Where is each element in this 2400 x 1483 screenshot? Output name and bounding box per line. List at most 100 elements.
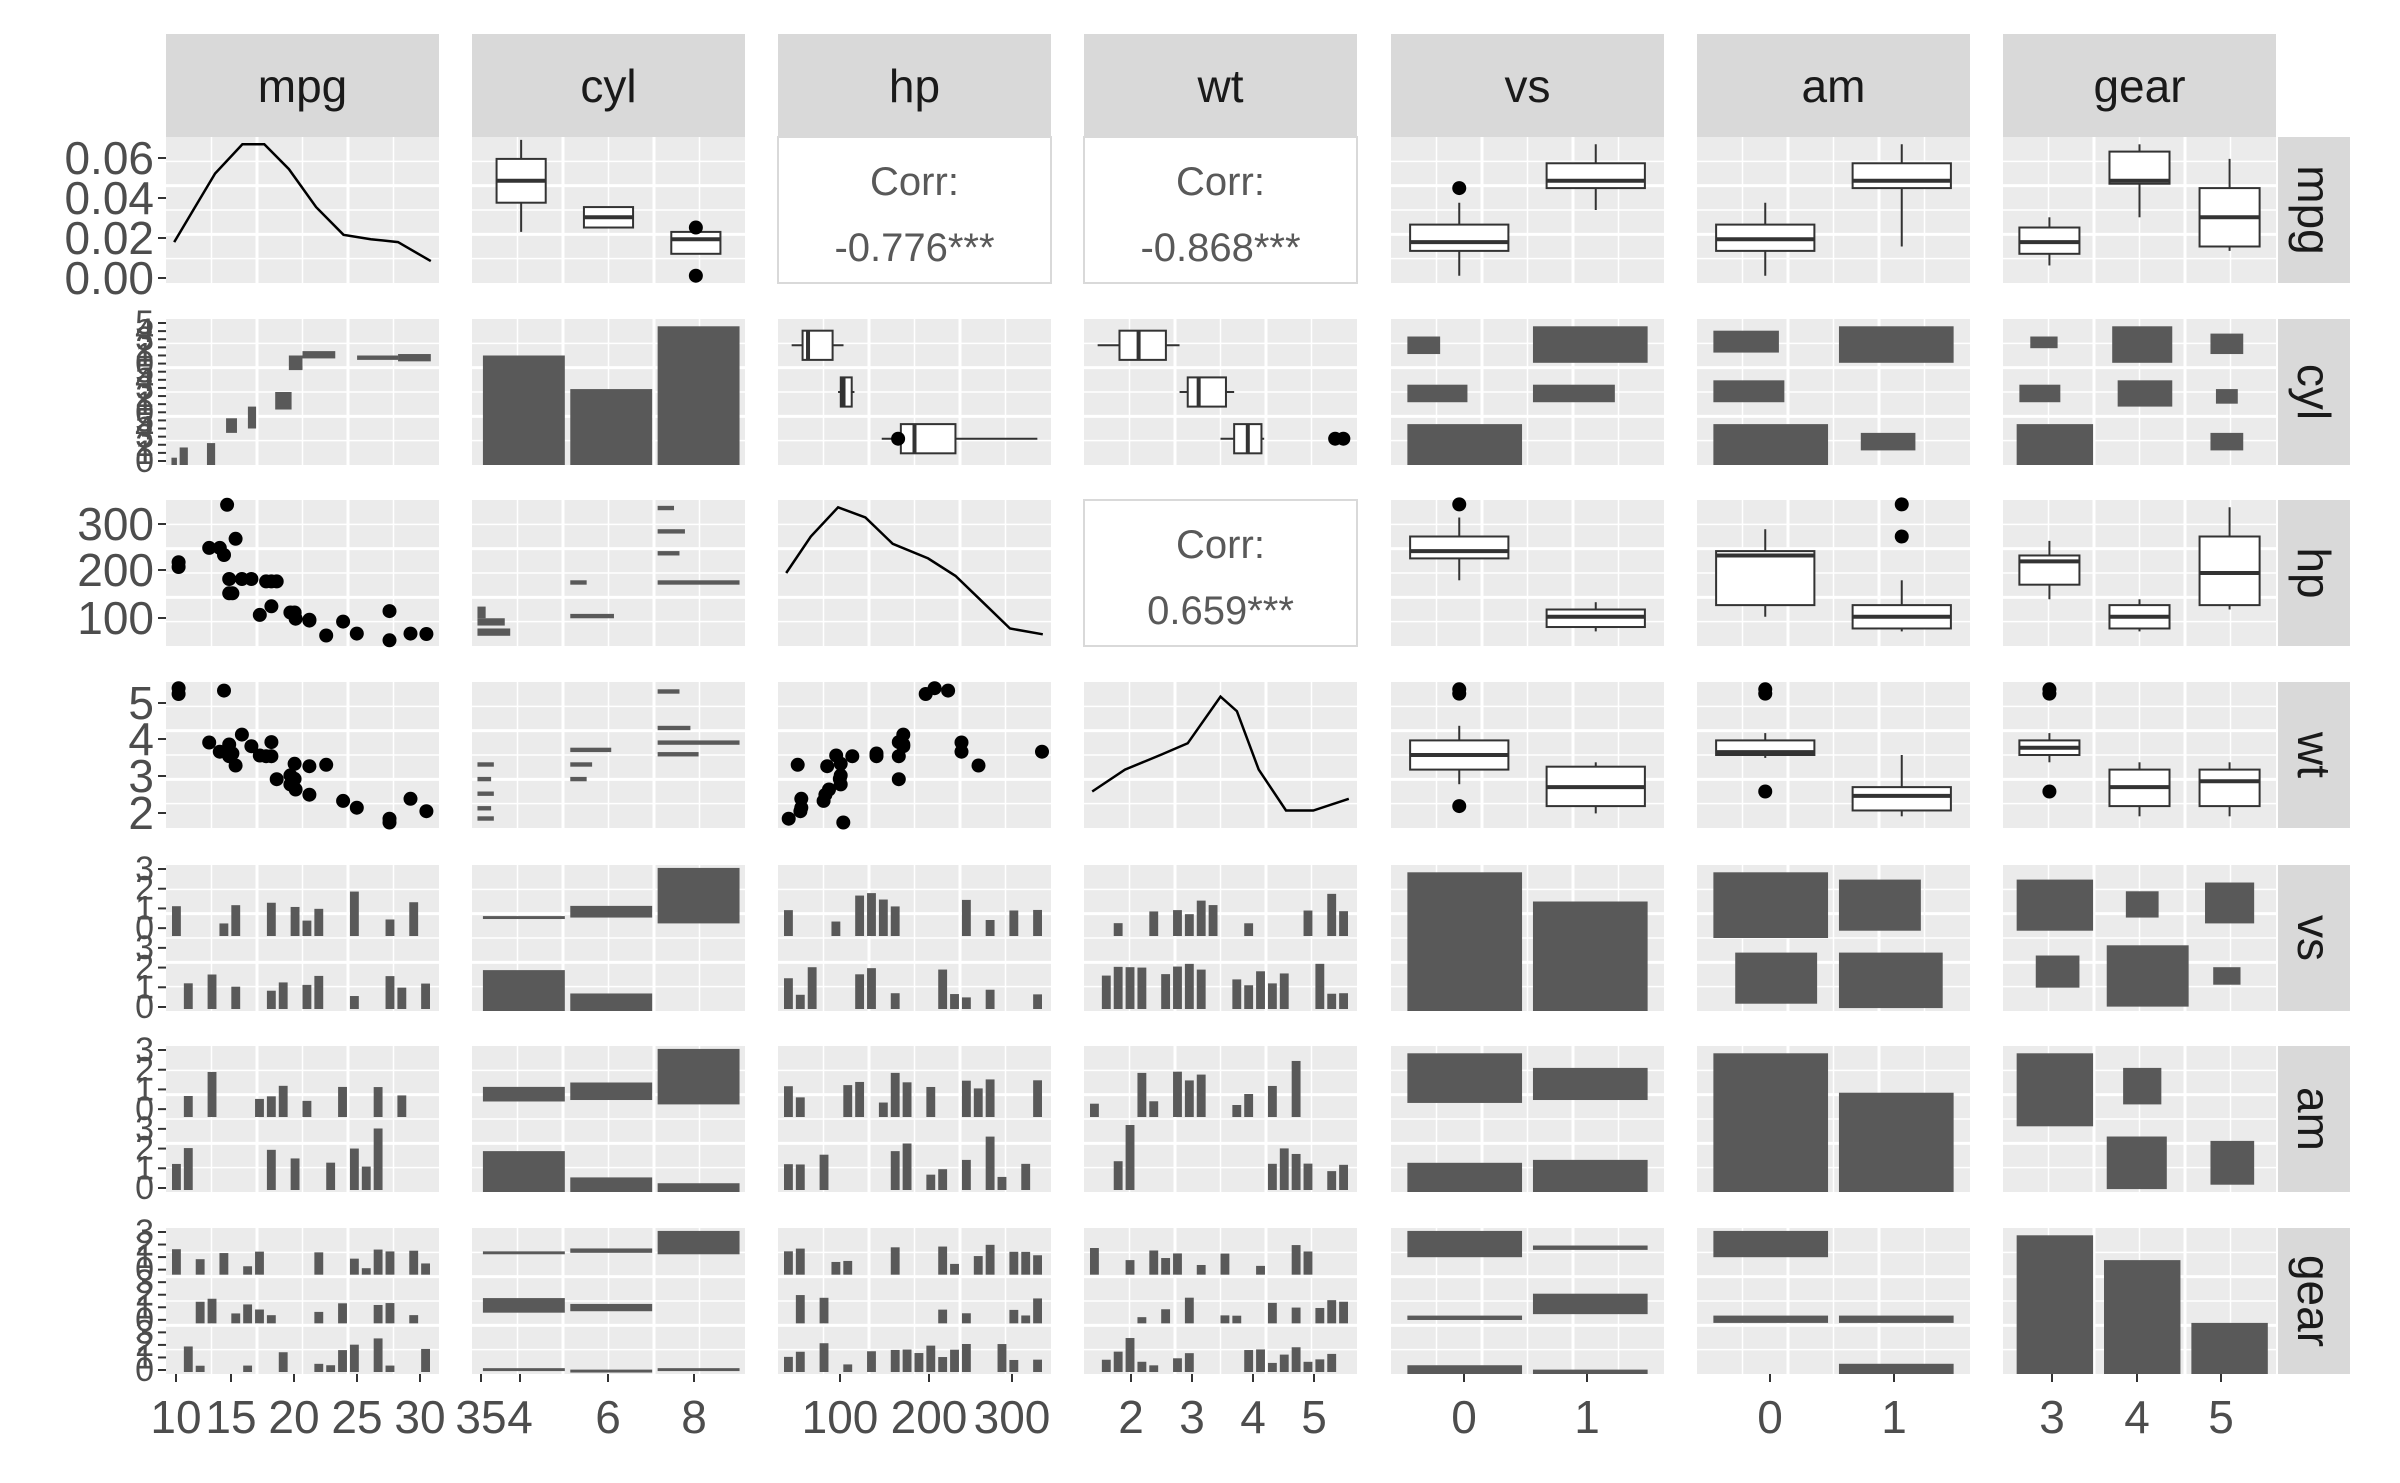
top-strip-mpg: mpg xyxy=(166,34,439,137)
histogram-bar xyxy=(1196,969,1206,1009)
scatter-point xyxy=(971,758,986,773)
tile-vs-am-3 xyxy=(1838,952,1943,1009)
histogram-bar xyxy=(302,984,312,1009)
histogram-bar xyxy=(207,1298,217,1324)
histogram-bar xyxy=(1137,967,1147,1009)
histogram-bar xyxy=(385,919,395,936)
y-tick-label: 4 xyxy=(135,361,154,399)
y-tick-label: 0 xyxy=(135,988,154,1026)
bar-vs0 xyxy=(1407,872,1523,1011)
scatter-point xyxy=(288,782,303,797)
histogram-bar xyxy=(1184,963,1194,1009)
tile-am-vs-0 xyxy=(1407,1053,1523,1103)
box-body xyxy=(670,230,722,255)
strip-label: vs xyxy=(1505,60,1551,112)
tile-am-vs-2 xyxy=(1532,1067,1648,1101)
x-tick-label: 100 xyxy=(802,1391,879,1443)
tile-cyl-gear-7 xyxy=(2210,432,2244,451)
histogram-bar xyxy=(1208,905,1218,936)
y-tick-label: 5 xyxy=(135,353,154,391)
corr-label: Corr: xyxy=(1176,160,1265,204)
histogram-bar xyxy=(997,1344,1007,1372)
scatter-point xyxy=(222,572,237,586)
scatter-point xyxy=(833,768,848,783)
panel-hp-wt xyxy=(1083,499,1358,647)
tile-cyl-gear-5 xyxy=(2210,333,2244,355)
histogram-bar xyxy=(1327,1300,1337,1324)
histogram-bar xyxy=(890,1151,900,1190)
right-strip-vs: vs xyxy=(2278,865,2350,1011)
histogram-bar xyxy=(266,902,276,936)
y-tick-label: 0.02 xyxy=(64,212,154,264)
strip-background xyxy=(1391,34,1664,137)
panel-wt-mpg xyxy=(166,682,439,828)
scatter-point xyxy=(252,607,267,622)
box-outlier xyxy=(1758,784,1773,799)
histogram-bar xyxy=(361,1268,371,1275)
scatter-point xyxy=(269,574,284,589)
histogram-bar xyxy=(1009,1251,1019,1275)
histogram-bar xyxy=(961,997,971,1009)
x-axis-gear: 3 4 5 xyxy=(2039,1374,2234,1443)
x-tick-label: 4 xyxy=(2124,1391,2150,1443)
histogram-bar xyxy=(1113,966,1123,1009)
histogram-bar xyxy=(902,1082,912,1117)
histogram-bar xyxy=(1220,1253,1230,1275)
scatter-point xyxy=(287,756,302,771)
strip-label: mpg xyxy=(258,60,347,112)
histogram-bar xyxy=(290,1158,300,1190)
box-hp-gear5 xyxy=(2198,507,2261,610)
box-outlier xyxy=(1452,497,1467,512)
strip-background xyxy=(1084,34,1357,137)
strip-background xyxy=(1697,34,1970,137)
scatter-point xyxy=(202,735,217,750)
histogram-bar xyxy=(1196,1264,1206,1275)
scatter-point xyxy=(202,540,217,555)
histogram-bar xyxy=(349,1344,359,1372)
scatter-point xyxy=(382,815,397,830)
tile-vs-cyl-2 xyxy=(657,867,740,924)
x-tick-label: 300 xyxy=(974,1391,1051,1443)
histogram-bar xyxy=(1161,1258,1171,1275)
histogram-bar xyxy=(938,1357,948,1372)
tile-vs-gear-0 xyxy=(2016,879,2094,931)
histogram-bar xyxy=(784,910,793,936)
histogram-bar xyxy=(926,1345,936,1372)
x-tick-label: 0 xyxy=(1757,1391,1783,1443)
histogram-bar xyxy=(1173,1358,1182,1372)
histogram-bar xyxy=(421,983,430,1009)
bar-gear5 xyxy=(2191,1322,2268,1374)
box-body xyxy=(1186,376,1227,408)
corr-value: -0.776*** xyxy=(834,226,994,270)
box-mpg-vs1 xyxy=(1545,144,1646,210)
tick-cyl-mpg-9 xyxy=(398,354,431,362)
scatter-point xyxy=(171,681,186,696)
histogram-bar xyxy=(1267,983,1277,1009)
tile-am-cyl-3 xyxy=(482,1151,565,1192)
y-tick-label: 3 xyxy=(135,850,154,888)
histogram-bar xyxy=(914,1353,924,1372)
histogram-bar xyxy=(1327,1171,1337,1190)
y-tick-label: 1 xyxy=(135,968,154,1006)
scatter-point xyxy=(225,586,240,601)
y-tick-label: 5 xyxy=(135,401,154,439)
histogram-bar xyxy=(195,1365,205,1372)
tick-cyl-mpg-2 xyxy=(206,443,216,465)
scatter-point xyxy=(419,627,434,641)
tile-am-cyl-1 xyxy=(570,1082,653,1101)
histogram-bar xyxy=(938,1169,948,1190)
histogram-bar xyxy=(831,1261,841,1275)
panel-hp-mpg xyxy=(166,500,439,646)
histogram-bar xyxy=(1279,1354,1289,1372)
panel-background xyxy=(777,136,1052,284)
scatter-point xyxy=(845,749,860,764)
density-hp xyxy=(785,505,1044,636)
y-tick-label: 2 xyxy=(135,949,154,987)
histogram-bar xyxy=(314,1252,324,1275)
strip-background xyxy=(2278,682,2350,828)
histogram-bar xyxy=(1021,1315,1031,1324)
histogram-bar xyxy=(961,1344,971,1372)
histogram-bar xyxy=(373,1304,383,1324)
